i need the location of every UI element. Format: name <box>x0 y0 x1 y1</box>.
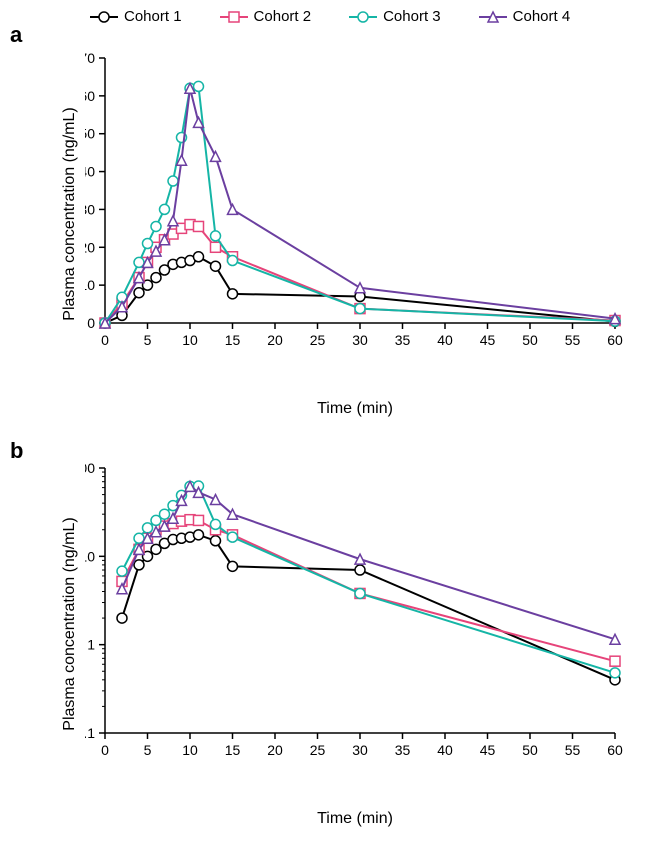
svg-text:15: 15 <box>225 742 241 758</box>
panel-a-label: a <box>10 22 22 48</box>
data-point <box>228 256 238 266</box>
data-point <box>211 494 221 504</box>
svg-text:25: 25 <box>310 742 326 758</box>
svg-text:60: 60 <box>607 332 623 348</box>
svg-text:20: 20 <box>267 742 283 758</box>
legend-item: Cohort 1 <box>90 8 182 25</box>
data-point <box>228 561 238 571</box>
series-line <box>122 520 615 662</box>
data-point <box>211 151 221 161</box>
svg-text:20: 20 <box>85 239 95 255</box>
svg-text:0.1: 0.1 <box>85 725 95 741</box>
data-point <box>117 566 127 576</box>
svg-text:25: 25 <box>310 332 326 348</box>
data-point <box>168 216 178 226</box>
data-point <box>610 668 620 678</box>
legend-label: Cohort 1 <box>124 8 182 25</box>
data-point <box>134 288 144 298</box>
svg-text:40: 40 <box>437 332 453 348</box>
data-point <box>134 560 144 570</box>
series-line <box>122 535 615 680</box>
panel-b-label: b <box>10 438 23 464</box>
svg-text:45: 45 <box>480 742 496 758</box>
data-point <box>211 231 221 241</box>
svg-text:30: 30 <box>352 742 368 758</box>
data-point <box>228 204 238 214</box>
svg-text:10: 10 <box>85 548 95 564</box>
svg-text:15: 15 <box>225 332 241 348</box>
svg-text:0: 0 <box>101 332 109 348</box>
svg-text:10: 10 <box>182 742 198 758</box>
svg-text:55: 55 <box>565 742 581 758</box>
svg-text:60: 60 <box>607 742 623 758</box>
data-point <box>355 304 365 314</box>
panel-b-xlabel: Time (min) <box>85 810 625 828</box>
series-line <box>122 486 615 673</box>
svg-text:35: 35 <box>395 742 411 758</box>
series-line <box>122 486 615 639</box>
svg-text:0: 0 <box>87 315 95 331</box>
svg-text:30: 30 <box>352 332 368 348</box>
data-point <box>355 588 365 598</box>
data-point <box>168 176 178 186</box>
panel-a-chart: 0 5 10 15 20 25 30 35 40 45 50 55 60 0 10 20 30 40 50 60 70 <box>85 48 625 368</box>
data-point <box>143 239 153 249</box>
legend: Cohort 1 Cohort 2 Cohort 3 Cohort 4 <box>90 8 570 25</box>
legend-item: Cohort 4 <box>479 8 571 25</box>
svg-text:30: 30 <box>85 201 95 217</box>
svg-text:40: 40 <box>437 742 453 758</box>
svg-text:55: 55 <box>565 332 581 348</box>
svg-text:1: 1 <box>87 637 95 653</box>
svg-text:20: 20 <box>267 332 283 348</box>
data-point <box>228 532 238 542</box>
legend-item: Cohort 2 <box>220 8 312 25</box>
data-point <box>151 273 161 283</box>
svg-text:0: 0 <box>101 742 109 758</box>
svg-text:40: 40 <box>85 164 95 180</box>
svg-text:50: 50 <box>85 126 95 142</box>
svg-text:10: 10 <box>85 277 95 293</box>
panel-b-ylabel: Plasma concentration (ng/mL) <box>61 514 79 734</box>
svg-text:45: 45 <box>480 332 496 348</box>
legend-item: Cohort 3 <box>349 8 441 25</box>
panel-a-ylabel: Plasma concentration (ng/mL) <box>61 104 79 324</box>
svg-text:10: 10 <box>182 332 198 348</box>
data-point <box>194 252 204 262</box>
data-point <box>355 554 365 564</box>
svg-text:5: 5 <box>144 332 152 348</box>
data-point <box>211 536 221 546</box>
svg-text:50: 50 <box>522 742 538 758</box>
svg-text:70: 70 <box>85 50 95 66</box>
data-point <box>160 204 170 214</box>
figure: Cohort 1Cohort 2Cohort 3Cohort 4 a 05101… <box>0 0 646 852</box>
svg-text:5: 5 <box>144 742 152 758</box>
data-point <box>610 656 620 666</box>
panel-a-xlabel: Time (min) <box>85 400 625 418</box>
data-point <box>211 261 221 271</box>
svg-text:50: 50 <box>522 332 538 348</box>
legend-label: Cohort 2 <box>254 8 312 25</box>
data-point <box>211 519 221 529</box>
data-point <box>160 509 170 519</box>
data-point <box>143 523 153 533</box>
data-point <box>228 289 238 299</box>
data-point <box>211 242 221 252</box>
data-point <box>194 515 204 525</box>
panel-b-chart: 0 5 10 15 20 25 30 35 40 45 50 55 60 0.1 1 10 100 <box>85 458 625 778</box>
data-point <box>194 221 204 231</box>
svg-text:100: 100 <box>85 460 95 476</box>
data-point <box>194 530 204 540</box>
data-point <box>117 613 127 623</box>
legend-label: Cohort 3 <box>383 8 441 25</box>
data-point <box>194 81 204 91</box>
svg-text:35: 35 <box>395 332 411 348</box>
data-point <box>610 634 620 644</box>
svg-text:60: 60 <box>85 88 95 104</box>
data-point <box>151 221 161 231</box>
data-point <box>355 565 365 575</box>
legend-label: Cohort 4 <box>513 8 571 25</box>
